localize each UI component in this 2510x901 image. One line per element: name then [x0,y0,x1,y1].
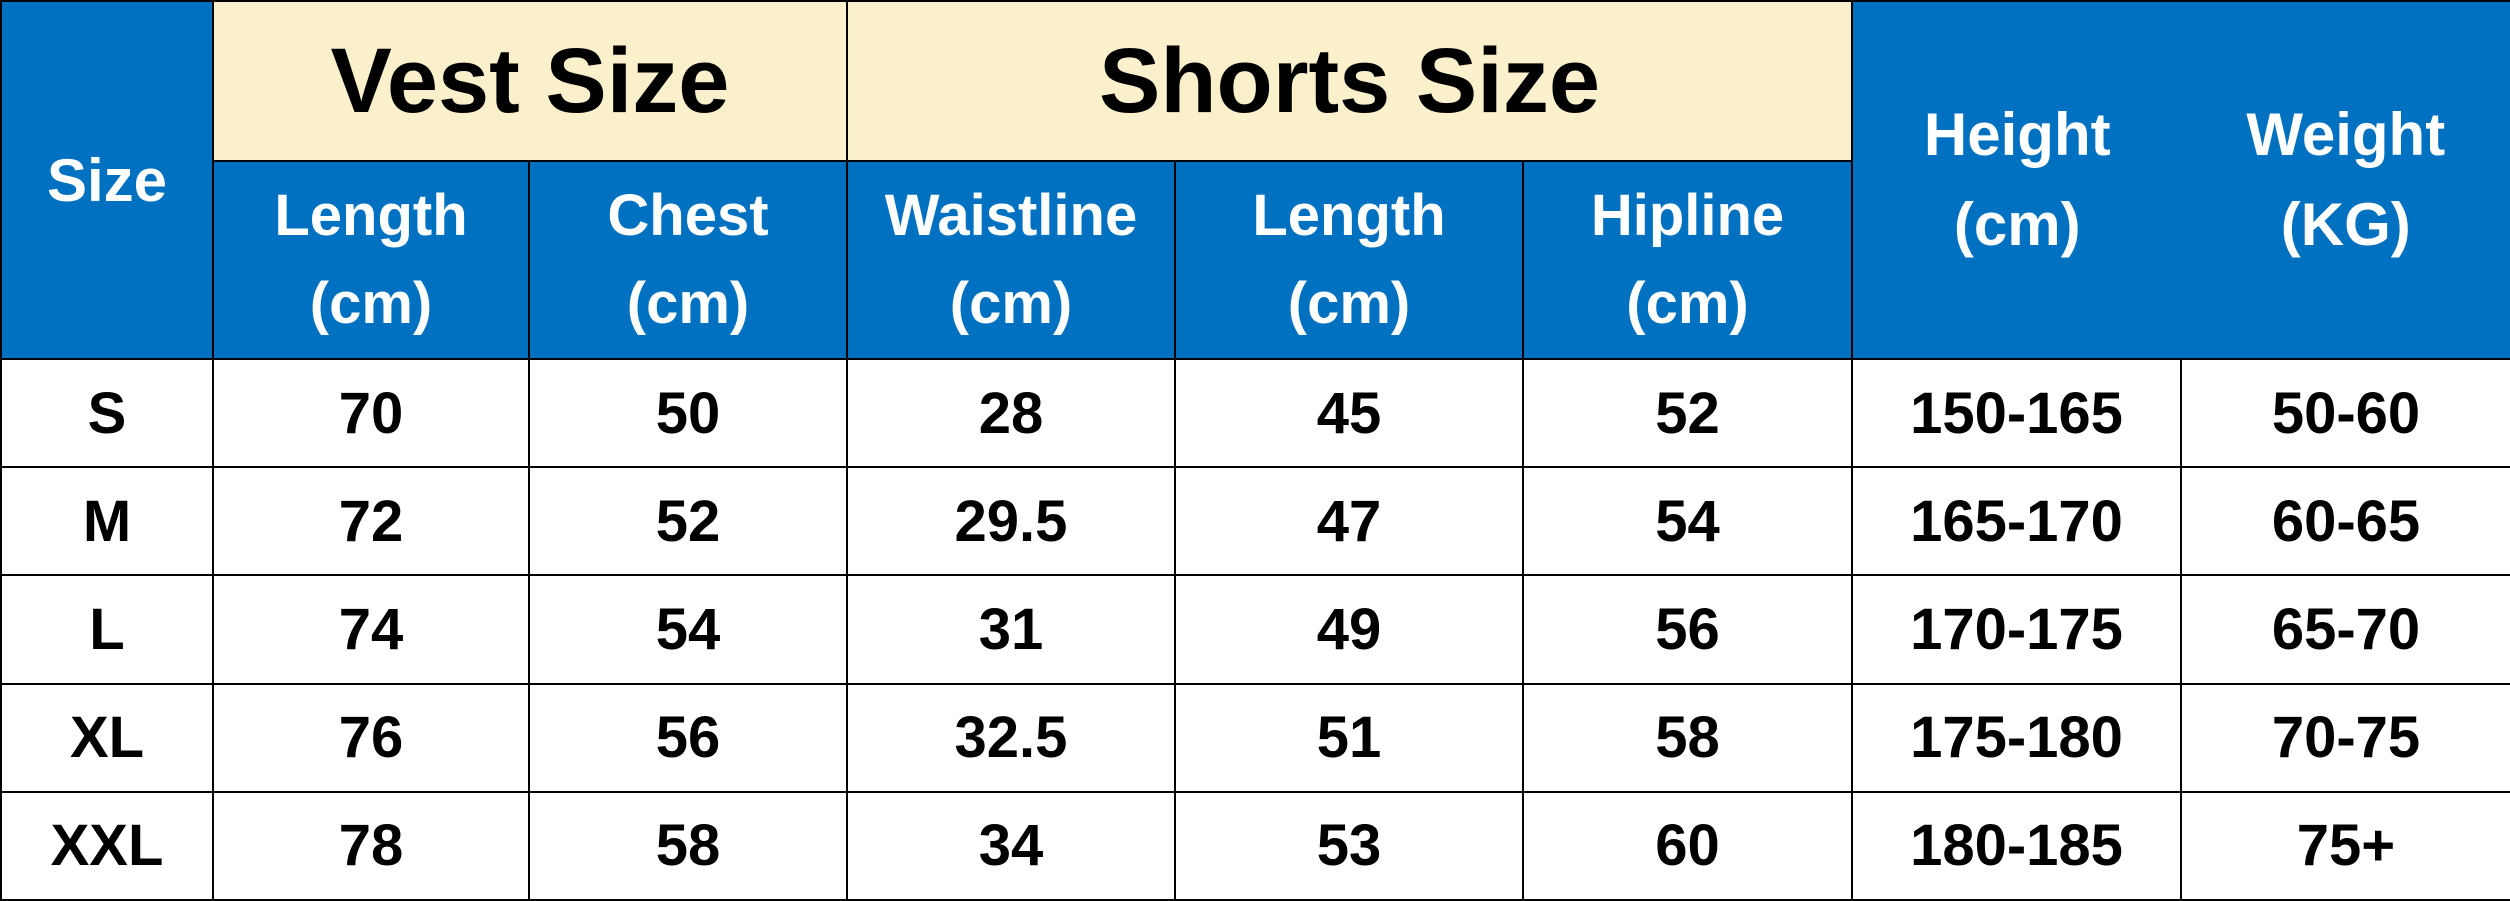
waistline-cell: 34 [846,790,1176,901]
hipline-header-unit: (cm) [1626,271,1749,336]
weight-header-unit: (KG) [2280,191,2411,258]
size-column-header: Size [0,0,214,360]
vest-length-cell: 70 [212,357,530,469]
height-cell: 170-175 [1851,574,2182,685]
size-label-cell: L [0,574,214,685]
weight-cell: 70-75 [2180,682,2510,793]
height-weight-header-block: Height (cm) Weight (KG) [1851,0,2510,360]
hipline-cell: 56 [1522,574,1853,685]
size-label-cell: M [0,466,214,577]
shorts-length-cell: 47 [1174,466,1524,577]
waistline-column-header: Waistline (cm) [846,160,1176,360]
vest-chest-cell: 52 [528,466,848,577]
group-header-row: Size Vest Size Shorts Size Height (cm) W… [0,0,2510,360]
shorts-length-cell: 51 [1174,682,1524,793]
shorts-length-column-header: Length (cm) [1174,160,1524,360]
table-row-l: L 74 54 31 49 56 170-175 65-70 [0,574,2510,685]
height-column-header: Height (cm) [1854,90,2182,270]
height-cell: 150-165 [1851,357,2182,469]
height-weight-wrap: Height (cm) Weight (KG) [1854,90,2510,270]
weight-cell: 50-60 [2180,357,2510,469]
height-header-name: Height [1923,101,2111,168]
weight-cell: 75+ [2180,790,2510,901]
shorts-length-header-name: Length [1252,183,1446,248]
shorts-length-cell: 53 [1174,790,1524,901]
height-header-unit: (cm) [1953,191,2081,258]
weight-cell: 65-70 [2180,574,2510,685]
height-cell: 175-180 [1851,682,2182,793]
hipline-header-name: Hipline [1590,183,1785,248]
waistline-header-unit: (cm) [949,271,1073,336]
vest-length-cell: 78 [212,790,530,901]
shorts-length-cell: 45 [1174,357,1524,469]
weight-header-name: Weight [2246,101,2446,168]
size-label-cell: XXL [0,790,214,901]
waistline-cell: 31 [846,574,1176,685]
vest-chest-column-header: Chest (cm) [528,160,848,360]
vest-chest-cell: 58 [528,790,848,901]
sub-header-row: Length (cm) Chest (cm) Waistline (cm) Le… [1,160,2510,360]
size-label-cell: XL [0,682,214,793]
vest-length-column-header: Length (cm) [212,160,530,360]
height-cell: 165-170 [1851,466,2182,577]
shorts-size-group-header: Shorts Size [846,0,1853,162]
vest-chest-header-name: Chest [607,183,769,248]
table-row-xxl: XXL 78 58 34 53 60 180-185 75+ [0,790,2510,901]
height-cell: 180-185 [1851,790,2182,901]
vest-chest-cell: 54 [528,574,848,685]
waistline-cell: 32.5 [846,682,1176,793]
shorts-length-cell: 49 [1174,574,1524,685]
size-label-cell: S [0,357,214,469]
hipline-cell: 58 [1522,682,1853,793]
vest-length-header-unit: (cm) [309,271,433,336]
vest-length-cell: 72 [212,466,530,577]
waistline-cell: 28 [846,357,1176,469]
hipline-cell: 60 [1522,790,1853,901]
vest-size-group-header: Vest Size [212,0,848,162]
waistline-cell: 29.5 [846,466,1176,577]
hipline-cell: 52 [1522,357,1853,469]
weight-column-header: Weight (KG) [2182,90,2510,270]
hipline-cell: 54 [1522,466,1853,577]
vest-length-header-name: Length [274,183,468,248]
shorts-length-header-unit: (cm) [1287,271,1411,336]
table-row-s: S 70 50 28 45 52 150-165 50-60 [0,357,2510,469]
table-row-m: M 72 52 29.5 47 54 165-170 60-65 [0,466,2510,577]
vest-length-cell: 74 [212,574,530,685]
waistline-header-name: Waistline [884,183,1138,248]
weight-cell: 60-65 [2180,466,2510,577]
vest-chest-header-unit: (cm) [626,271,750,336]
hipline-column-header: Hipline (cm) [1522,160,1853,360]
table-row-xl: XL 76 56 32.5 51 58 175-180 70-75 [0,682,2510,793]
vest-chest-cell: 56 [528,682,848,793]
vest-chest-cell: 50 [528,357,848,469]
vest-length-cell: 76 [212,682,530,793]
